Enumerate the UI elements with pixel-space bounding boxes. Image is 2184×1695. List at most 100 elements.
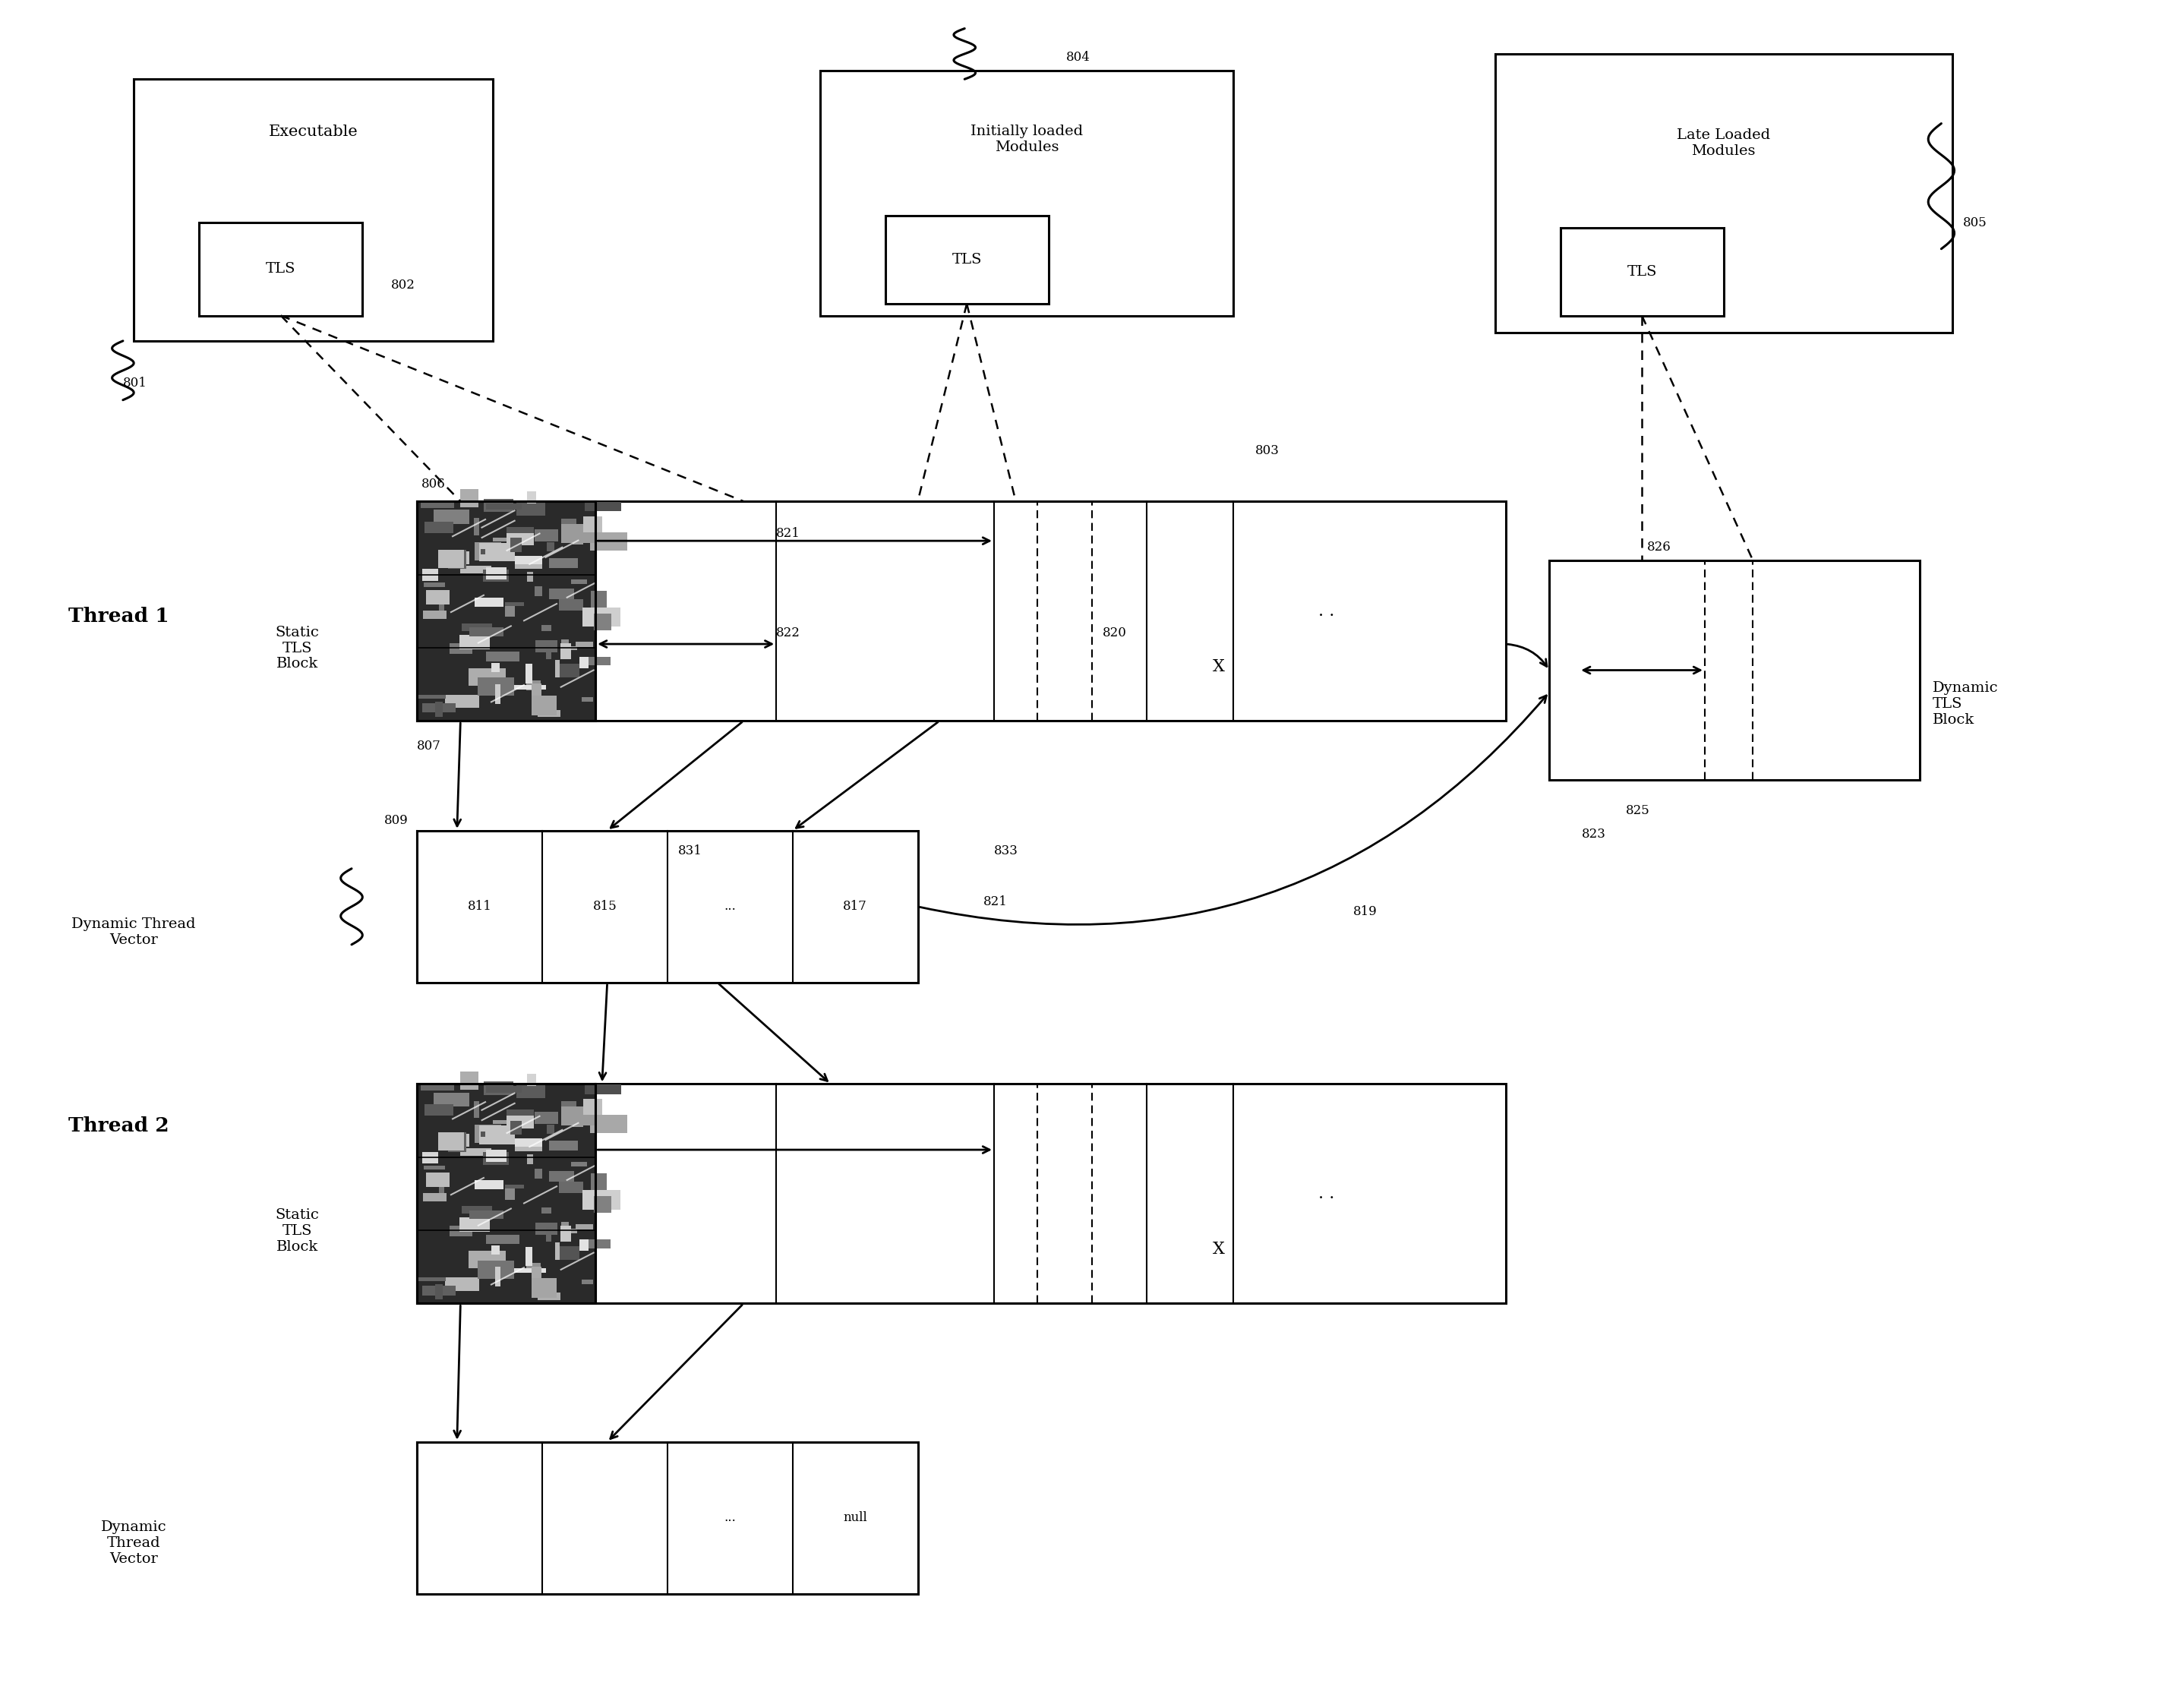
Bar: [592, 590, 607, 607]
Bar: [496, 685, 500, 703]
Text: TLS: TLS: [952, 253, 983, 266]
Bar: [485, 498, 513, 512]
Bar: [566, 1229, 577, 1232]
Bar: [581, 697, 592, 702]
Bar: [526, 1075, 535, 1086]
Bar: [590, 1115, 627, 1134]
Text: Initially loaded
Modules: Initially loaded Modules: [970, 124, 1083, 154]
Bar: [474, 1100, 478, 1119]
Bar: [583, 517, 603, 532]
Bar: [199, 222, 363, 315]
Bar: [426, 590, 450, 603]
Text: TLS: TLS: [266, 263, 295, 276]
Text: 821: 821: [775, 527, 802, 541]
Bar: [526, 1246, 533, 1266]
Bar: [461, 1149, 491, 1156]
Bar: [535, 586, 542, 597]
Bar: [583, 607, 620, 627]
Bar: [461, 1071, 478, 1090]
Bar: [422, 502, 454, 508]
Bar: [448, 1132, 465, 1153]
Bar: [579, 1239, 587, 1251]
Bar: [487, 568, 507, 580]
Bar: [561, 1107, 596, 1125]
Text: null: null: [843, 1512, 867, 1524]
Text: Thread 1: Thread 1: [68, 607, 168, 625]
Text: X: X: [1212, 658, 1225, 675]
Bar: [461, 1207, 491, 1214]
Text: X: X: [1212, 1241, 1225, 1258]
Bar: [470, 1251, 505, 1268]
Bar: [531, 683, 542, 702]
Bar: [478, 1125, 515, 1144]
Bar: [537, 1293, 559, 1300]
Bar: [592, 1173, 607, 1190]
Bar: [470, 668, 505, 685]
Text: 825: 825: [1625, 803, 1649, 817]
Bar: [513, 1268, 546, 1273]
Bar: [546, 1227, 550, 1242]
Bar: [526, 492, 535, 503]
Bar: [485, 1086, 522, 1093]
Bar: [559, 598, 583, 610]
Text: 807: 807: [417, 739, 441, 753]
Bar: [474, 597, 505, 607]
Bar: [585, 1085, 620, 1093]
Bar: [424, 610, 446, 619]
Text: Executable: Executable: [269, 124, 358, 139]
Bar: [461, 624, 491, 631]
Bar: [478, 678, 515, 697]
Bar: [537, 710, 559, 717]
Bar: [485, 503, 522, 510]
Bar: [594, 1197, 612, 1214]
Bar: [483, 1153, 509, 1164]
Bar: [450, 644, 472, 654]
Bar: [507, 527, 535, 532]
Bar: [515, 502, 546, 515]
Text: TLS: TLS: [1627, 264, 1658, 278]
Bar: [133, 80, 494, 341]
Bar: [435, 510, 470, 524]
Bar: [526, 1263, 542, 1273]
Bar: [1548, 561, 1920, 780]
Text: 815: 815: [592, 900, 616, 914]
Bar: [526, 681, 542, 690]
Bar: [570, 1163, 587, 1166]
Bar: [561, 639, 570, 654]
Bar: [513, 685, 546, 690]
Text: Late Loaded
Modules: Late Loaded Modules: [1677, 129, 1771, 158]
Bar: [535, 1222, 557, 1236]
Bar: [594, 614, 612, 631]
Bar: [478, 1261, 515, 1278]
Bar: [515, 1085, 546, 1098]
Bar: [548, 558, 579, 568]
Bar: [505, 602, 524, 607]
Bar: [548, 588, 574, 598]
Bar: [461, 488, 478, 507]
Bar: [583, 1190, 620, 1210]
Bar: [450, 1225, 472, 1237]
Bar: [435, 1285, 443, 1300]
Text: . .: . .: [1317, 603, 1334, 619]
Bar: [535, 1170, 542, 1178]
Bar: [480, 549, 485, 554]
Bar: [885, 215, 1048, 303]
Bar: [439, 1134, 470, 1148]
Bar: [424, 583, 446, 586]
Bar: [585, 502, 620, 512]
Bar: [515, 556, 542, 564]
Bar: [515, 1144, 542, 1151]
Bar: [515, 1139, 542, 1146]
Bar: [417, 502, 596, 720]
Bar: [548, 1141, 579, 1151]
Bar: [496, 1266, 500, 1287]
Bar: [535, 529, 559, 541]
Bar: [511, 1120, 522, 1134]
Bar: [487, 653, 520, 661]
Text: 826: 826: [1647, 541, 1671, 553]
Text: 823: 823: [1581, 827, 1605, 841]
Bar: [507, 1109, 535, 1115]
Bar: [535, 1112, 559, 1124]
Bar: [535, 639, 557, 653]
Bar: [819, 71, 1234, 315]
